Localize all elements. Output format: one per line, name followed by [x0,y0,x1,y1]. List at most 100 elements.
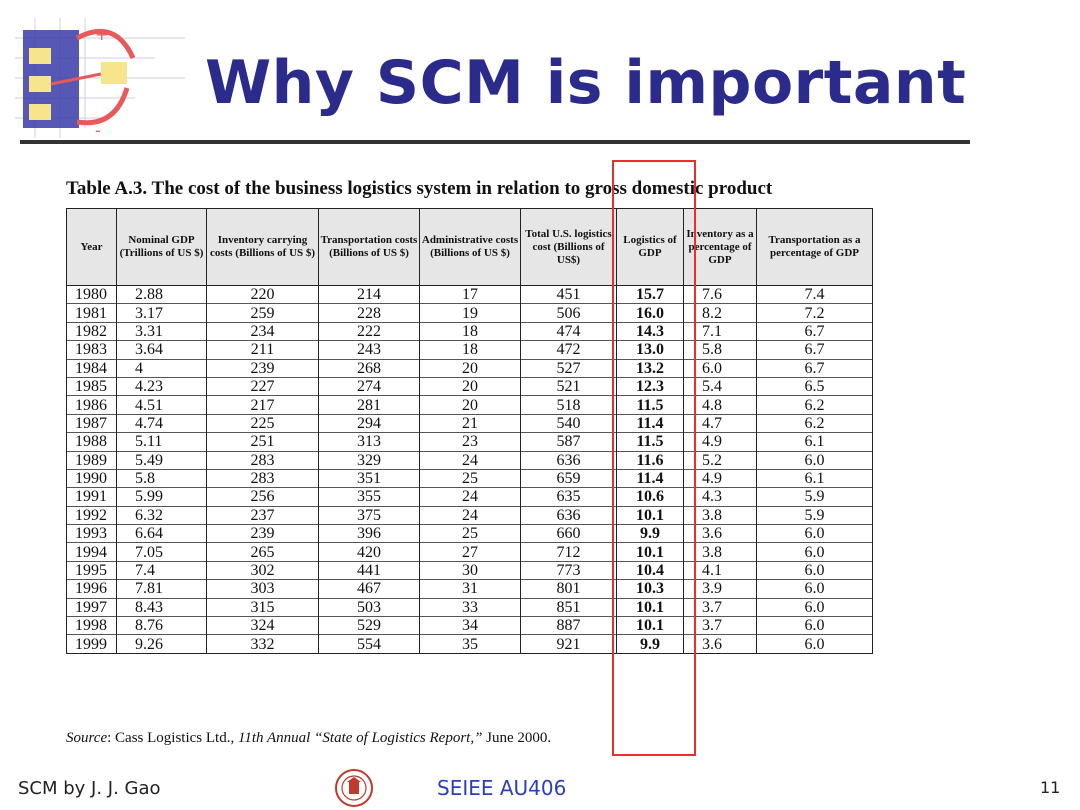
table-cell: 4.51 [116,395,207,415]
table-cell: 351 [318,468,420,488]
table-cell: 3.31 [116,321,207,341]
table-source: Source: Cass Logistics Ltd., 11th Annual… [66,730,551,747]
footer-author: SCM by J. J. Gao [18,778,161,799]
table-cell: 214 [318,284,420,304]
column-header: Transportation costs (Billions of US $) [318,208,420,286]
table-cell: 540 [520,413,617,433]
table-cell: 303 [206,579,319,599]
table-cell: 8.43 [116,597,207,617]
table-cell: 4.9 [683,468,757,488]
table-cell: 6.0 [756,579,873,599]
table-cell: 5.8 [116,468,207,488]
table-cell: 6.0 [683,358,757,378]
table-row: 1993 6.64 239 396 25 660 9.9 3.6 6.0 [66,524,873,543]
table-cell: 451 [520,284,617,304]
table-cell: 6.0 [756,597,873,617]
table-cell: 251 [206,432,319,452]
table-cell: 283 [206,450,319,470]
column-header: Year [66,208,117,286]
table-row: 1981 3.17 259 228 19 506 16.0 8.2 7.2 [66,303,873,323]
table-cell: 6.5 [756,376,873,396]
table-cell: 9.9 [616,634,684,654]
table-cell: 420 [318,542,420,562]
table-cell: 10.4 [616,560,684,580]
table-cell: 27 [419,542,521,562]
table-cell: 5.8 [683,340,757,360]
slide-title: Why SCM is important [205,48,967,118]
table-cell: 9.9 [616,524,684,543]
table-cell: 11.4 [616,468,684,488]
table-row: 1988 5.11 251 313 23 587 11.5 4.9 6.1 [66,432,873,452]
table-cell: 635 [520,487,617,507]
table-cell: 25 [419,524,521,543]
table-cell: 3.8 [683,542,757,562]
table-cell: 6.7 [756,340,873,360]
table-cell: 11.5 [616,432,684,452]
table-cell: 518 [520,395,617,415]
logistics-column-highlight [612,160,696,756]
table-cell: 773 [520,560,617,580]
table-cell: 281 [318,395,420,415]
table-cell: 24 [419,505,521,525]
table-cell: 1995 [66,560,117,580]
table-cell: 6.1 [756,432,873,452]
table-cell: 265 [206,542,319,562]
table-cell: 34 [419,616,521,635]
table-cell: 31 [419,579,521,599]
table-row: 1996 7.81 303 467 31 801 10.3 3.9 6.0 [66,579,873,599]
table-cell: 225 [206,413,319,433]
table-cell: 3.6 [683,524,757,543]
table-cell: 313 [318,432,420,452]
table-cell: 14.3 [616,321,684,341]
table-cell: 3.17 [116,303,207,323]
table-cell: 6.0 [756,542,873,562]
table-cell: 1992 [66,505,117,525]
table-cell: 21 [419,413,521,433]
table-cell: 521 [520,376,617,396]
logistics-cost-table: Year Nominal GDP (Trillions of US $) Inven… [66,208,873,654]
table-cell: 17 [419,284,521,304]
table-cell: 30 [419,560,521,580]
table-cell: 503 [318,597,420,617]
table-cell: 7.4 [116,560,207,580]
table-cell: 19 [419,303,521,323]
table-cell: 10.3 [616,579,684,599]
table-cell: 554 [318,634,420,654]
table-cell: 268 [318,358,420,378]
table-cell: 3.7 [683,597,757,617]
svg-text:-: - [95,121,101,138]
table-cell: 887 [520,616,617,635]
table-cell: 7.1 [683,321,757,341]
table-cell: 16.0 [616,303,684,323]
table-cell: 3.6 [683,634,757,654]
table-cell: 851 [520,597,617,617]
table-cell: 13.2 [616,358,684,378]
table-cell: 35 [419,634,521,654]
table-row: 1985 4.23 227 274 20 521 12.3 5.4 6.5 [66,376,873,396]
table-cell: 5.9 [756,487,873,507]
source-label: Source [66,730,108,746]
table-cell: 1991 [66,487,117,507]
table-cell: 11.6 [616,450,684,470]
table-cell: 396 [318,524,420,543]
table-cell: 6.0 [756,560,873,580]
table-cell: 7.6 [683,284,757,304]
table-row: 1995 7.4 302 441 30 773 10.4 4.1 6.0 [66,560,873,580]
table-cell: 1988 [66,432,117,452]
table-cell: 211 [206,340,319,360]
table-row: 1989 5.49 283 329 24 636 11.6 5.2 6.0 [66,450,873,470]
table-cell: 6.7 [756,358,873,378]
table-cell: 6.0 [756,524,873,543]
table-cell: 472 [520,340,617,360]
table-cell: 7.05 [116,542,207,562]
table-cell: 1982 [66,321,117,341]
table-cell: 13.0 [616,340,684,360]
table-row: 1983 3.64 211 243 18 472 13.0 5.8 6.7 [66,340,873,360]
table-cell: 222 [318,321,420,341]
table-cell: 375 [318,505,420,525]
table-row: 1982 3.31 234 222 18 474 14.3 7.1 6.7 [66,321,873,341]
table-row: 1986 4.51 217 281 20 518 11.5 4.8 6.2 [66,395,873,415]
table-cell: 6.1 [756,468,873,488]
table-cell: 10.1 [616,597,684,617]
table-cell: 2.88 [116,284,207,304]
